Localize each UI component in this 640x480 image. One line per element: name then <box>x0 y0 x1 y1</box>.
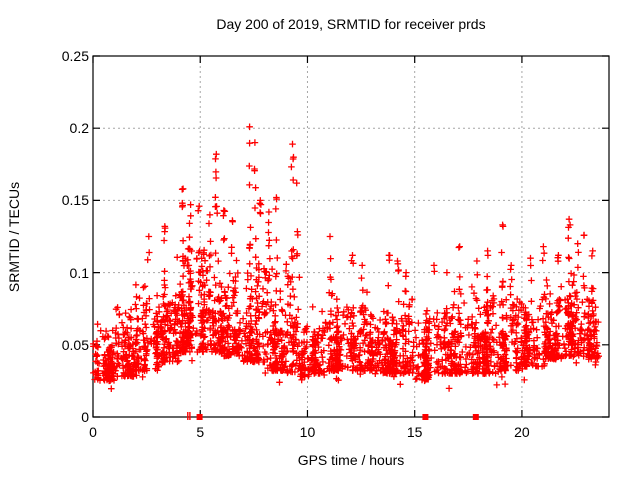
x-tick-label: 0 <box>89 424 97 440</box>
x-tick-label: 15 <box>406 424 423 440</box>
x-tick-label: 20 <box>514 424 530 440</box>
y-tick-label: 0 <box>81 409 89 425</box>
scatter-points <box>90 123 602 392</box>
zero-square-marker <box>196 414 203 420</box>
y-tick-label: 0.1 <box>69 264 89 281</box>
zero-square-marker <box>472 414 479 420</box>
chart-title: Day 200 of 2019, SRMTID for receiver prd… <box>216 16 486 32</box>
x-axis-label: GPS time / hours <box>297 452 405 468</box>
x-tick-label: 10 <box>299 424 316 440</box>
y-tick-label: 0.15 <box>61 192 89 209</box>
y-tick-label: 0.25 <box>61 48 89 64</box>
x-tick-label: 5 <box>196 424 205 440</box>
plot-border <box>92 55 610 418</box>
zero-square-marker <box>422 414 429 420</box>
y-tick-label: 0.05 <box>61 336 89 353</box>
y-tick-label: 0.2 <box>69 120 89 137</box>
zero-tick-markers <box>187 412 191 420</box>
